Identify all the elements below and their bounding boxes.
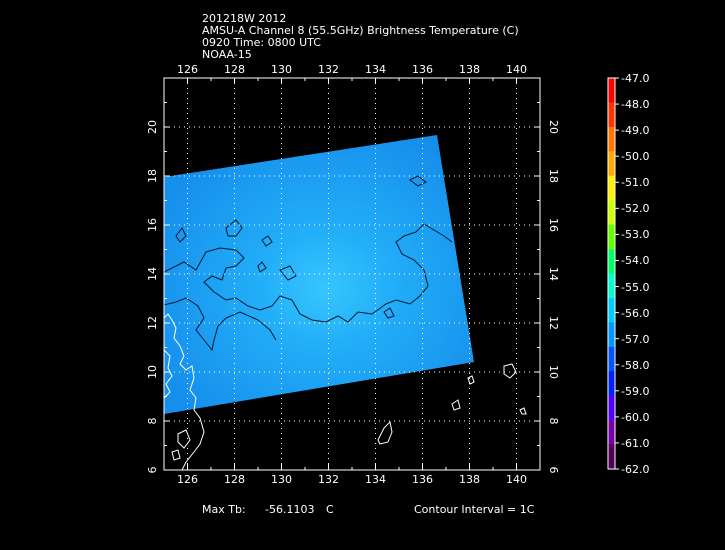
lon-label-bottom: 138 (459, 473, 480, 486)
colorbar-frame (607, 77, 616, 470)
colorbar-segment (608, 200, 615, 226)
colorbar-segment (608, 175, 615, 201)
lat-label-right: 18 (547, 169, 560, 183)
colorbar-segment (608, 395, 615, 421)
map-title-line-3: 0920 Time: 0800 UTC (202, 36, 321, 49)
lat-label-right: 8 (547, 418, 560, 425)
lon-label-top: 126 (177, 63, 198, 76)
lat-label-right: 20 (547, 120, 560, 134)
lon-label-top: 132 (318, 63, 339, 76)
map-title-line-1: 201218W 2012 (202, 12, 287, 25)
colorbar-label: -59.0 (621, 384, 650, 398)
colorbar-label: -53.0 (621, 228, 650, 242)
lat-label-left: 20 (146, 120, 159, 134)
contour-interval: Contour Interval = 1C (414, 503, 535, 516)
contour-lines (164, 175, 453, 352)
colorbar-label: -51.0 (621, 176, 650, 190)
coastline (164, 313, 527, 470)
colorbar-segment (608, 78, 615, 103)
lon-label-top: 134 (365, 63, 386, 76)
lon-label-top: 138 (459, 63, 480, 76)
colorbar-segment (608, 102, 615, 128)
colorbar-segment (608, 273, 615, 299)
lat-label-left: 12 (146, 316, 159, 330)
lat-label-left: 8 (146, 418, 159, 425)
colorbar-label: -47.0 (621, 72, 650, 85)
colorbar-label: -58.0 (621, 358, 650, 372)
colorbar-segment (608, 297, 615, 323)
lon-label-top: 128 (224, 63, 245, 76)
colorbar-segment (608, 126, 615, 152)
graticule (164, 78, 540, 470)
colorbar-label: -49.0 (621, 124, 650, 138)
colorbar-segment (608, 371, 615, 397)
colorbar (607, 77, 619, 470)
colorbar-label: -55.0 (621, 280, 650, 294)
colorbar-segment (608, 151, 615, 177)
colorbar-label: -50.0 (621, 150, 650, 164)
lon-label-bottom: 130 (271, 473, 292, 486)
max-tb-value: -56.1103 (265, 503, 315, 516)
map-title-line-4: NOAA-15 (202, 48, 252, 61)
colorbar-label: -54.0 (621, 254, 650, 268)
max-tb-label: Max Tb: (202, 503, 246, 516)
colorbar-segment (608, 346, 615, 372)
lat-label-right-bottom: 6 (547, 467, 560, 474)
colorbar-label: -52.0 (621, 202, 650, 216)
lat-label-right: 12 (547, 316, 560, 330)
lat-label-right: 16 (547, 218, 560, 232)
lon-label-bottom: 140 (506, 473, 527, 486)
tick-marks (163, 78, 540, 470)
lat-label-left: 16 (146, 218, 159, 232)
lon-label-bottom: 136 (412, 473, 433, 486)
colorbar-segment (608, 224, 615, 250)
lon-label-top: 140 (506, 63, 527, 76)
lon-label-top: 130 (271, 63, 292, 76)
colorbar-segment (608, 249, 615, 274)
colorbar-label: -60.0 (621, 410, 650, 424)
lat-label-left: 10 (146, 365, 159, 379)
colorbar-label: -48.0 (621, 98, 650, 112)
lon-label-bottom: 134 (365, 473, 386, 486)
lon-label-top: 136 (412, 63, 433, 76)
lon-label-bottom: 128 (224, 473, 245, 486)
lon-label-bottom: 126 (177, 473, 198, 486)
lat-label-left: 14 (146, 267, 159, 281)
colorbar-segment (608, 444, 615, 470)
lat-label-left-bottom: 6 (146, 467, 159, 474)
lat-label-right: 14 (547, 267, 560, 281)
max-tb-unit: C (326, 503, 334, 516)
lon-label-bottom: 132 (318, 473, 339, 486)
colorbar-label: -57.0 (621, 332, 650, 346)
lat-label-right: 10 (547, 365, 560, 379)
colorbar-segment (608, 420, 615, 446)
map-title-line-2: AMSU-A Channel 8 (55.5GHz) Brightness Te… (202, 24, 519, 37)
lat-label-left: 18 (146, 169, 159, 183)
colorbar-label: -62.0 (621, 463, 650, 476)
colorbar-label: -61.0 (621, 436, 650, 450)
tick-labels: 1261261281281301301321321341341361361381… (146, 63, 560, 486)
colorbar-segment (608, 322, 615, 348)
colorbar-label: -56.0 (621, 306, 650, 320)
